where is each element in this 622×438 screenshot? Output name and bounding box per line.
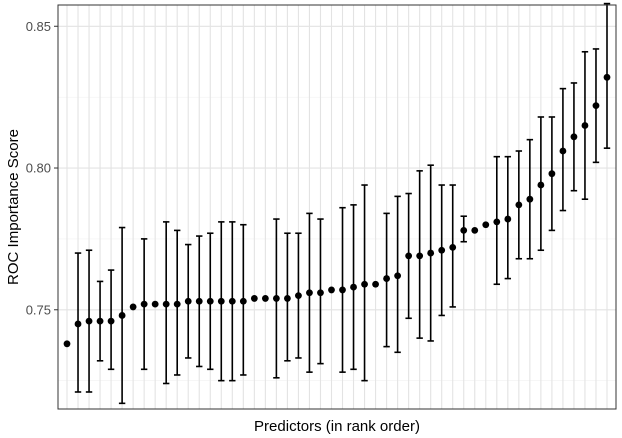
data-point — [272, 295, 280, 302]
data-point — [581, 122, 589, 129]
data-point — [107, 317, 115, 325]
data-point — [195, 297, 203, 305]
data-point — [504, 215, 512, 223]
data-point — [295, 292, 302, 299]
data-point — [129, 303, 137, 311]
data-point — [217, 297, 225, 305]
plot-panel-border — [57, 4, 617, 410]
data-point — [449, 244, 457, 251]
data-point — [372, 280, 379, 288]
y-tick-label: 0.75 — [26, 302, 51, 317]
data-point — [559, 147, 567, 155]
data-point — [284, 295, 291, 302]
data-point — [537, 181, 545, 189]
x-axis-title: Predictors (in rank order) — [254, 418, 420, 435]
data-point — [118, 312, 126, 319]
data-point — [548, 170, 556, 178]
data-point — [162, 300, 170, 308]
data-point — [261, 295, 269, 302]
y-axis-title: ROC Importance Score — [5, 129, 22, 285]
data-point — [493, 218, 501, 226]
data-point — [63, 340, 71, 348]
data-point — [306, 289, 313, 297]
data-point — [74, 320, 82, 328]
y-tick-label: 0.85 — [26, 19, 51, 34]
data-point — [515, 201, 523, 209]
data-point — [526, 195, 534, 203]
data-point — [460, 226, 468, 234]
data-point — [350, 283, 357, 291]
y-tick-label: 0.80 — [26, 161, 51, 176]
data-point — [328, 286, 335, 294]
data-point — [570, 133, 578, 141]
data-point — [471, 226, 479, 234]
data-point — [361, 280, 368, 288]
data-point — [239, 297, 247, 305]
data-point — [482, 221, 490, 229]
data-point — [151, 300, 159, 308]
data-point — [250, 295, 258, 302]
data-point — [416, 252, 424, 260]
data-point — [96, 317, 104, 325]
data-point — [206, 297, 214, 305]
data-point — [405, 252, 413, 260]
data-point — [140, 300, 148, 308]
data-point — [339, 286, 346, 294]
data-point — [438, 246, 446, 254]
data-point — [317, 289, 324, 297]
data-point — [85, 317, 93, 325]
data-point — [394, 272, 402, 280]
y-axis-ticks: 0.75 0.80 0.85 — [26, 19, 58, 317]
point-layer — [63, 73, 611, 348]
data-point — [184, 297, 192, 305]
data-point — [173, 300, 181, 308]
data-point — [592, 102, 600, 110]
data-point — [427, 249, 435, 257]
data-point — [228, 297, 236, 305]
data-point — [603, 73, 611, 81]
data-point — [383, 275, 390, 282]
